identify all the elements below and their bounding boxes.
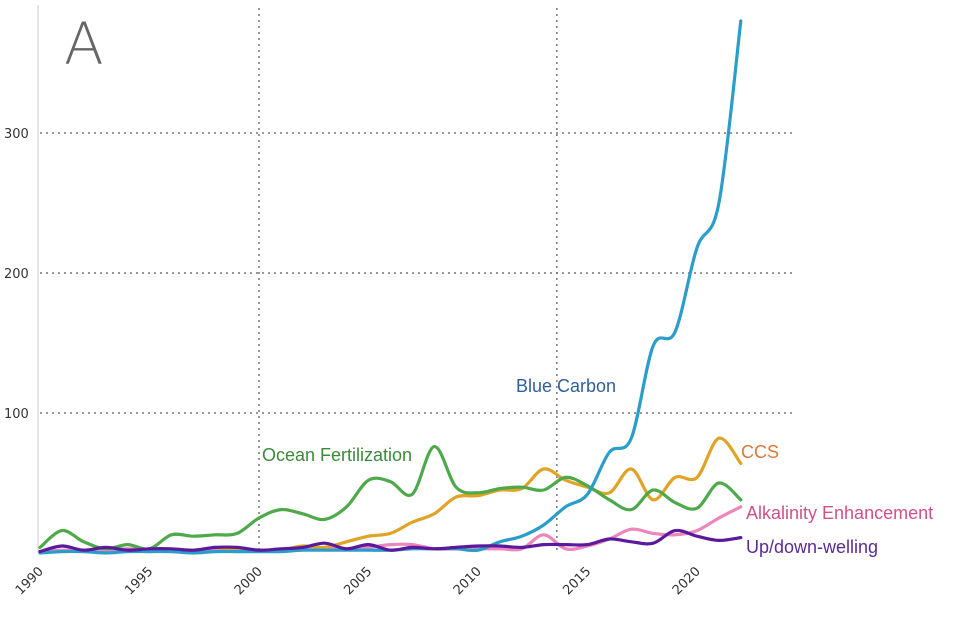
x-tick-label: 2020 — [670, 564, 704, 598]
panel-label: A — [64, 10, 104, 78]
x-tick-label: 1995 — [122, 564, 156, 598]
x-tick-label: 2010 — [451, 564, 485, 598]
grid — [37, 5, 793, 553]
y-tick-label: 200 — [4, 267, 29, 282]
series-label: CCS — [741, 442, 779, 462]
series-label: Blue Carbon — [516, 376, 616, 396]
y-axis-ticks: 100 200 300 — [4, 127, 29, 422]
series-line-ocean-fertilization — [38, 445, 743, 551]
x-tick-label: 2005 — [341, 564, 375, 598]
x-tick-label: 2000 — [232, 564, 266, 598]
series-label: Up/down-welling — [746, 537, 878, 557]
x-tick-label: 2015 — [560, 564, 594, 598]
y-tick-label: 300 — [4, 127, 29, 142]
series-label: Alkalinity Enhancement — [746, 503, 933, 523]
series-labels: Ocean Fertilization CCS Blue Carbon Alkalin… — [262, 376, 933, 557]
series-line-alkalinity-enhancement — [38, 505, 743, 554]
series-lines — [38, 19, 743, 555]
x-axis-ticks: 1990 1995 2000 2005 2010 2015 2020 — [13, 564, 704, 598]
x-tick-label: 1990 — [13, 564, 47, 598]
series-label: Ocean Fertilization — [262, 445, 412, 465]
y-tick-label: 100 — [4, 407, 29, 422]
series-line-up-down-welling — [38, 528, 743, 554]
